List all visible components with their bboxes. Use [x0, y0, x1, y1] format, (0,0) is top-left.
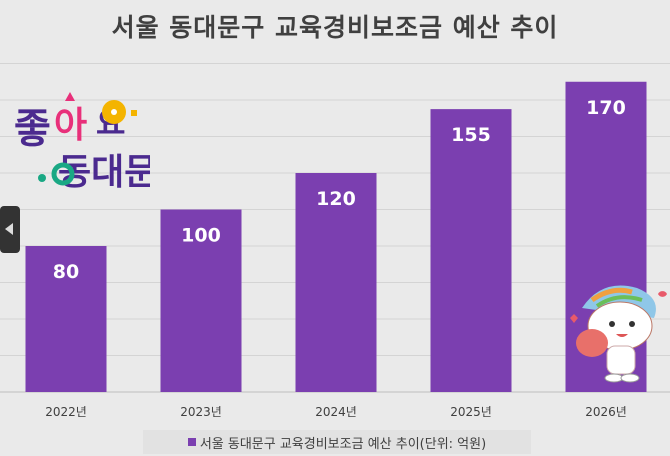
bar	[430, 109, 512, 392]
bar	[295, 173, 377, 392]
bar	[160, 209, 242, 392]
bar	[25, 246, 107, 392]
legend-swatch	[187, 438, 196, 446]
data-label: 170	[586, 97, 626, 119]
data-label: 155	[451, 124, 491, 146]
x-tick-label: 2023년	[180, 405, 222, 419]
data-label: 120	[316, 188, 356, 210]
svg-text:아: 아	[54, 105, 87, 146]
legend: 서울 동대문구 교육경비보조금 예산 추이(단위: 억원)	[143, 430, 531, 454]
chart-title: 서울 동대문구 교육경비보조금 예산 추이	[111, 13, 559, 42]
data-label: 80	[53, 261, 79, 283]
logo: 좋 아 요 동대문	[14, 92, 150, 193]
x-tick-label: 2026년	[585, 405, 627, 419]
x-tick-label: 2025년	[450, 405, 492, 419]
data-label: 100	[181, 225, 221, 247]
previous-slide-button[interactable]	[0, 206, 20, 253]
svg-text:좋: 좋	[14, 106, 51, 152]
mascot-icon	[570, 285, 667, 383]
x-tick-label: 2024년	[315, 405, 357, 419]
x-tick-label: 2022년	[45, 405, 87, 419]
legend-label: 서울 동대문구 교육경비보조금 예산 추이(단위: 억원)	[199, 436, 487, 452]
